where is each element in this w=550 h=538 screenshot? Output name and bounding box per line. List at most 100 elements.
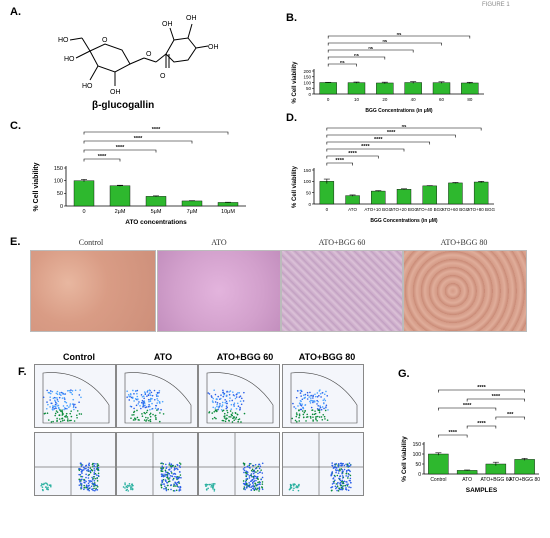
event-dot — [346, 463, 349, 466]
y-tick-label: 100 — [303, 80, 311, 85]
significance-bracket — [466, 398, 525, 402]
event-dot — [337, 490, 340, 492]
y-tick-label: 0 — [308, 202, 311, 207]
event-dot — [157, 395, 159, 397]
event-dot — [72, 406, 75, 409]
event-dot — [297, 489, 300, 492]
event-dot — [167, 484, 169, 487]
event-dot — [337, 463, 340, 465]
event-dot — [46, 389, 48, 392]
event-dot — [47, 403, 49, 406]
event-dot — [316, 403, 318, 405]
event-dot — [254, 463, 257, 466]
event-dot — [210, 486, 212, 488]
event-dot — [46, 483, 49, 486]
event-dot — [145, 411, 148, 414]
event-dot — [249, 480, 252, 483]
event-dot — [257, 478, 259, 481]
event-dot — [72, 405, 75, 407]
event-dot — [312, 400, 314, 402]
event-dot — [258, 481, 261, 483]
event-dot — [254, 488, 257, 491]
event-dot — [347, 477, 349, 479]
event-dot — [166, 473, 168, 476]
event-dot — [228, 391, 230, 393]
flow-plot-canvas — [206, 372, 274, 424]
event-dot — [91, 469, 94, 472]
event-dot — [303, 411, 306, 414]
event-dot — [96, 467, 98, 470]
event-dot — [58, 393, 61, 396]
event-dot — [344, 484, 346, 487]
event-dot — [295, 486, 297, 489]
significance-bracket — [326, 148, 405, 152]
event-dot — [133, 407, 135, 410]
event-dot — [320, 408, 323, 411]
event-dot — [256, 488, 258, 491]
event-dot — [145, 406, 148, 408]
event-dot — [65, 401, 68, 404]
event-dot — [348, 462, 351, 464]
event-dot — [232, 394, 235, 396]
chart-c: 0 50 100 150 % Cell viability 0 2μM 5μM 7μM 10μM A… — [33, 127, 246, 226]
x-tick-label: ATO+BGG 60 — [480, 477, 511, 483]
event-dot — [242, 482, 245, 485]
svg-text:HO: HO — [58, 37, 69, 44]
bar-0 — [319, 181, 335, 205]
event-dot — [142, 395, 145, 397]
event-dot — [162, 473, 164, 476]
event-dot — [228, 393, 231, 396]
event-dot — [78, 484, 81, 486]
event-dot — [312, 395, 314, 398]
event-dot — [338, 468, 341, 471]
svg-text:OH: OH — [186, 15, 197, 22]
y-tick-label: 150 — [303, 168, 311, 173]
event-dot — [343, 464, 346, 467]
event-dot — [243, 469, 246, 472]
event-dot — [175, 476, 178, 478]
event-dot — [310, 406, 313, 409]
event-dot — [160, 467, 162, 469]
flow-annexin-plot — [34, 432, 116, 496]
event-dot — [122, 486, 125, 488]
event-dot — [85, 480, 87, 483]
event-dot — [170, 484, 172, 486]
event-dot — [158, 391, 160, 394]
event-dot — [213, 416, 216, 419]
event-dot — [46, 412, 49, 414]
event-dot — [64, 401, 66, 403]
event-dot — [44, 486, 47, 488]
event-dot — [79, 473, 82, 476]
y-tick-label: 100 — [303, 179, 311, 184]
event-dot — [70, 419, 72, 422]
event-dot — [319, 406, 322, 409]
event-dot — [309, 400, 311, 403]
event-dot — [69, 403, 72, 405]
event-dot — [222, 389, 224, 392]
event-dot — [302, 407, 304, 409]
event-dot — [59, 420, 62, 423]
event-dot — [173, 483, 175, 486]
event-dot — [160, 470, 163, 473]
bar-ATO+BGG 80 — [514, 459, 535, 475]
figure-tag: FIGURE 1 — [482, 2, 510, 8]
x-tick-label: 80 — [467, 97, 473, 102]
event-dot — [253, 485, 256, 488]
event-dot — [178, 465, 181, 467]
event-dot — [140, 401, 143, 404]
event-dot — [252, 475, 255, 478]
x-tick-label: 5μM — [151, 209, 162, 215]
event-dot — [74, 389, 77, 392]
event-dot — [71, 393, 74, 396]
event-dot — [212, 486, 214, 489]
event-dot — [88, 473, 90, 476]
significance-label: **** — [152, 127, 161, 133]
event-dot — [157, 399, 159, 402]
event-dot — [61, 411, 64, 413]
y-axis-label: % Cell viability — [292, 165, 298, 208]
event-dot — [314, 393, 316, 396]
event-dot — [179, 466, 181, 469]
event-dot — [145, 416, 147, 419]
event-dot — [60, 394, 62, 397]
event-dot — [133, 400, 135, 402]
